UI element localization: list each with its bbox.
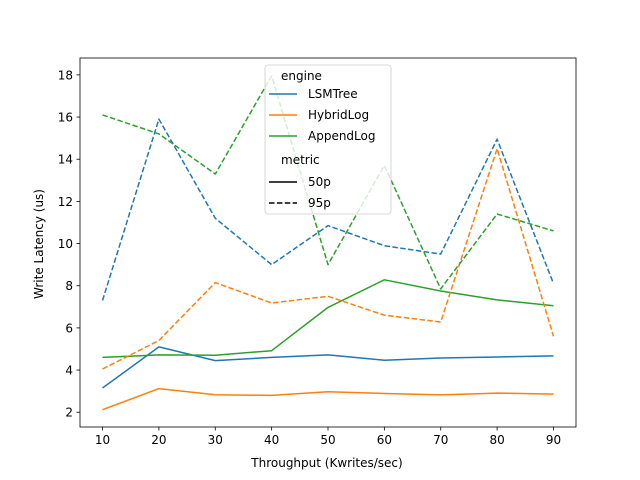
y-tick-label: 8 <box>65 279 73 293</box>
x-tick-label: 30 <box>208 433 223 447</box>
series-line-lsmtree-50p <box>102 346 554 389</box>
y-tick-label: 12 <box>58 195 73 209</box>
x-tick-label: 90 <box>546 433 561 447</box>
x-tick-label: 10 <box>95 433 110 447</box>
legend-title-engine: engine <box>281 69 322 83</box>
y-tick-label: 18 <box>58 68 73 82</box>
series-layer <box>101 75 555 411</box>
x-tick-label: 50 <box>320 433 335 447</box>
x-axis-label: Throughput (Kwrites/sec) <box>250 456 402 470</box>
x-tick-label: 80 <box>489 433 504 447</box>
y-axis-label: Write Latency (us) <box>32 189 46 299</box>
y-tick-label: 4 <box>65 364 73 378</box>
y-tick-label: 14 <box>58 153 73 167</box>
series-line-hybridlog-50p <box>102 387 554 411</box>
legend-box <box>264 64 392 215</box>
legend-label-appendlog: AppendLog <box>308 129 375 143</box>
axes-layer: 10 20 30 40 50 60 70 80 90 2 4 6 8 10 12 14 16 18 <box>58 57 577 447</box>
y-tick-label: 16 <box>58 111 73 125</box>
legend-label-95p: 95p <box>308 196 331 210</box>
y-tick-label: 10 <box>58 237 73 251</box>
y-tick-label: 6 <box>65 321 73 335</box>
x-tick-label: 40 <box>264 433 279 447</box>
legend-label-hybridlog: HybridLog <box>308 108 369 122</box>
x-tick-label: 60 <box>377 433 392 447</box>
series-line-appendlog-50p <box>102 279 554 359</box>
x-tick-label: 20 <box>151 433 166 447</box>
y-tick-label: 2 <box>65 406 73 420</box>
legend-label-lsmtree: LSMTree <box>308 87 358 101</box>
series-line-appendlog-95p <box>102 75 554 290</box>
series-line-lsmtree-95p <box>101 118 555 301</box>
legend-label-50p: 50p <box>308 175 331 189</box>
legend-title-metric: metric <box>281 153 320 167</box>
legend: engine LSMTree HybridLog AppendLog metric 50p… <box>264 64 392 215</box>
series-line-hybridlog-95p <box>102 147 555 370</box>
x-tick-label: 70 <box>433 433 448 447</box>
